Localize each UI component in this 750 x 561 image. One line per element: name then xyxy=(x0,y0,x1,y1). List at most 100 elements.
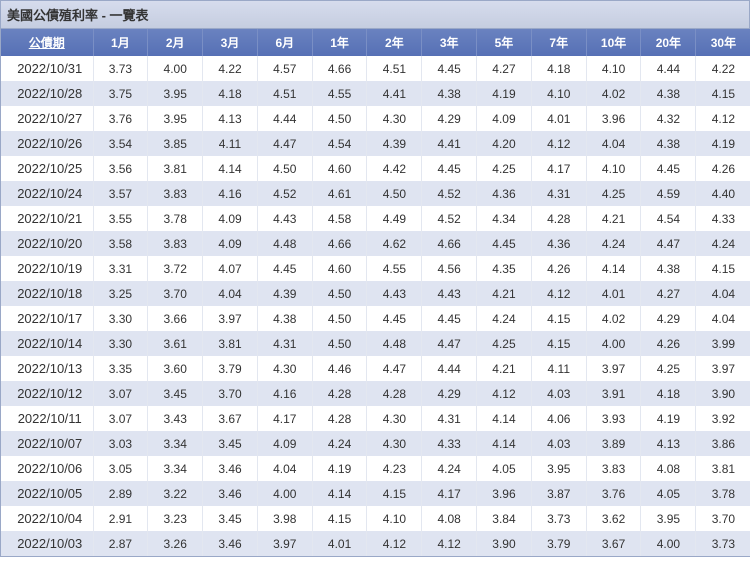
table-row: 2022/10/032.873.263.463.974.014.124.123.… xyxy=(1,531,750,556)
table-row: 2022/10/133.353.603.794.304.464.474.444.… xyxy=(1,356,750,381)
value-cell: 3.93 xyxy=(586,406,641,431)
col-header-10年: 10年 xyxy=(586,29,641,56)
value-cell: 3.60 xyxy=(148,356,203,381)
value-cell: 4.58 xyxy=(312,206,367,231)
value-cell: 4.45 xyxy=(422,156,477,181)
value-cell: 4.50 xyxy=(257,156,312,181)
table-row: 2022/10/183.253.704.044.394.504.434.434.… xyxy=(1,281,750,306)
value-cell: 3.73 xyxy=(696,531,750,556)
value-cell: 3.84 xyxy=(477,506,532,531)
date-cell: 2022/10/25 xyxy=(1,156,93,181)
value-cell: 4.27 xyxy=(477,56,532,81)
value-cell: 4.25 xyxy=(477,331,532,356)
value-cell: 4.09 xyxy=(477,106,532,131)
value-cell: 4.15 xyxy=(312,506,367,531)
value-cell: 4.04 xyxy=(586,131,641,156)
value-cell: 3.34 xyxy=(148,456,203,481)
value-cell: 4.29 xyxy=(422,381,477,406)
value-cell: 3.25 xyxy=(93,281,148,306)
value-cell: 4.55 xyxy=(367,256,422,281)
value-cell: 4.38 xyxy=(257,306,312,331)
date-cell: 2022/10/05 xyxy=(1,481,93,506)
value-cell: 3.30 xyxy=(93,331,148,356)
col-header-6月: 6月 xyxy=(257,29,312,56)
value-cell: 4.52 xyxy=(422,206,477,231)
table-row: 2022/10/243.573.834.164.524.614.504.524.… xyxy=(1,181,750,206)
value-cell: 3.76 xyxy=(93,106,148,131)
value-cell: 4.50 xyxy=(312,306,367,331)
value-cell: 4.02 xyxy=(586,81,641,106)
value-cell: 4.19 xyxy=(312,456,367,481)
value-cell: 4.38 xyxy=(422,81,477,106)
value-cell: 4.22 xyxy=(203,56,258,81)
value-cell: 4.32 xyxy=(641,106,696,131)
col-header-7年: 7年 xyxy=(531,29,586,56)
yield-table: 公債期1月2月3月6月1年2年3年5年7年10年20年30年 2022/10/3… xyxy=(1,29,750,556)
value-cell: 3.90 xyxy=(477,531,532,556)
value-cell: 4.38 xyxy=(641,131,696,156)
value-cell: 4.45 xyxy=(367,306,422,331)
value-cell: 4.25 xyxy=(586,181,641,206)
value-cell: 3.45 xyxy=(148,381,203,406)
value-cell: 3.78 xyxy=(148,206,203,231)
value-cell: 4.00 xyxy=(148,56,203,81)
value-cell: 3.95 xyxy=(148,81,203,106)
value-cell: 4.26 xyxy=(696,156,750,181)
value-cell: 4.10 xyxy=(586,56,641,81)
value-cell: 4.15 xyxy=(696,81,750,106)
table-row: 2022/10/063.053.343.464.044.194.234.244.… xyxy=(1,456,750,481)
value-cell: 4.31 xyxy=(422,406,477,431)
value-cell: 4.43 xyxy=(367,281,422,306)
value-cell: 4.50 xyxy=(312,106,367,131)
value-cell: 3.99 xyxy=(696,331,750,356)
value-cell: 3.96 xyxy=(586,106,641,131)
value-cell: 4.14 xyxy=(477,406,532,431)
value-cell: 4.16 xyxy=(203,181,258,206)
value-cell: 4.28 xyxy=(312,406,367,431)
date-cell: 2022/10/04 xyxy=(1,506,93,531)
value-cell: 4.51 xyxy=(257,81,312,106)
value-cell: 3.95 xyxy=(148,106,203,131)
table-row: 2022/10/253.563.814.144.504.604.424.454.… xyxy=(1,156,750,181)
value-cell: 2.91 xyxy=(93,506,148,531)
value-cell: 4.09 xyxy=(203,231,258,256)
value-cell: 4.06 xyxy=(531,406,586,431)
value-cell: 4.36 xyxy=(531,231,586,256)
value-cell: 4.17 xyxy=(422,481,477,506)
date-cell: 2022/10/03 xyxy=(1,531,93,556)
date-cell: 2022/10/13 xyxy=(1,356,93,381)
value-cell: 4.41 xyxy=(367,81,422,106)
value-cell: 3.95 xyxy=(641,506,696,531)
value-cell: 4.13 xyxy=(203,106,258,131)
value-cell: 3.97 xyxy=(203,306,258,331)
col-header-date[interactable]: 公債期 xyxy=(1,29,93,56)
value-cell: 4.03 xyxy=(531,431,586,456)
date-cell: 2022/10/18 xyxy=(1,281,93,306)
value-cell: 4.28 xyxy=(312,381,367,406)
value-cell: 4.19 xyxy=(696,131,750,156)
value-cell: 4.24 xyxy=(312,431,367,456)
value-cell: 4.26 xyxy=(641,331,696,356)
value-cell: 4.30 xyxy=(367,431,422,456)
value-cell: 4.12 xyxy=(531,131,586,156)
value-cell: 3.92 xyxy=(696,406,750,431)
value-cell: 4.24 xyxy=(422,456,477,481)
value-cell: 3.86 xyxy=(696,431,750,456)
value-cell: 4.17 xyxy=(257,406,312,431)
value-cell: 4.04 xyxy=(203,281,258,306)
value-cell: 4.14 xyxy=(203,156,258,181)
value-cell: 3.55 xyxy=(93,206,148,231)
value-cell: 4.40 xyxy=(696,181,750,206)
value-cell: 3.31 xyxy=(93,256,148,281)
value-cell: 3.87 xyxy=(531,481,586,506)
table-row: 2022/10/273.763.954.134.444.504.304.294.… xyxy=(1,106,750,131)
value-cell: 3.97 xyxy=(257,531,312,556)
table-row: 2022/10/283.753.954.184.514.554.414.384.… xyxy=(1,81,750,106)
value-cell: 4.48 xyxy=(367,331,422,356)
value-cell: 4.00 xyxy=(641,531,696,556)
date-cell: 2022/10/06 xyxy=(1,456,93,481)
col-header-20年: 20年 xyxy=(641,29,696,56)
value-cell: 4.01 xyxy=(312,531,367,556)
value-cell: 4.00 xyxy=(586,331,641,356)
value-cell: 4.25 xyxy=(641,356,696,381)
